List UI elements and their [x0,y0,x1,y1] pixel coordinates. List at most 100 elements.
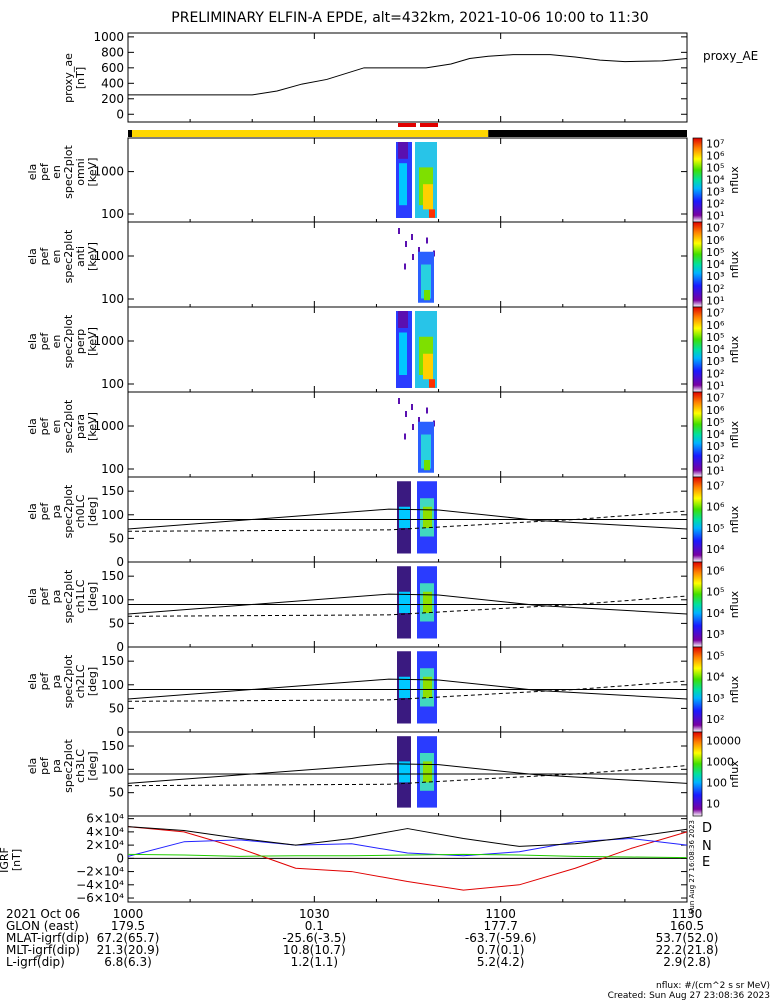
pa_ch0-zlabel: nflux [728,505,741,533]
xaxis-row-label: 2021 Oct 06 [6,907,80,921]
pa_ch3-data [397,736,437,808]
xaxis-row-value: 2.9(2.8) [663,955,711,969]
pa_ch3-ylabel-line: ela [26,758,39,775]
en_omni-tick-label: 100 [101,207,124,221]
en_omni-ylabel-line: [keV] [86,158,99,187]
pa_ch3-tick-label: 100 [101,762,124,776]
pa_ch2-zlabel: nflux [728,675,741,703]
proxy-ae-legend: proxy_AE [703,49,758,63]
pa_ch3-lc-curve [127,763,688,784]
pa_ch1-colorbar-label: 10⁵ [706,586,724,599]
igrf-series-line [127,837,688,857]
pa_ch2-colorbar-label: 10² [706,713,724,726]
igrf-tick-label: −2×10⁴ [76,865,124,879]
en_para-cell [405,411,407,417]
pa_ch2-cell [399,676,410,698]
igrf-series-line [127,826,688,847]
xaxis-row-value: 1.2(1.1) [291,955,339,969]
proxy-ae-tick-label: 1000 [93,30,124,44]
en_anti-cell [424,290,430,301]
en_anti-ylabel-line: pef [38,247,51,266]
xaxis-row-value: 67.2(65.7) [97,931,160,945]
footer-units: nflux: #/(cm^2 s sr MeV) [656,981,770,991]
en_omni-ylabel-line: pef [38,162,51,181]
pa_ch0-colorbar-label: 10⁴ [706,543,725,556]
en_perp-cell [398,311,408,328]
pa_ch3-cell [423,761,432,783]
xaxis-row-label: GLON (east) [6,919,79,933]
en_anti-colorbar [692,221,703,308]
pa_ch1-ylabel-line: pa [50,590,63,604]
en_anti-colorbar-label: 10⁶ [706,234,725,247]
en_para-cell [412,424,414,430]
en_perp-zlabel: nflux [728,335,741,363]
pa_ch0-tick-label: 0 [116,555,124,569]
en_perp-ylabel-line: en [50,335,63,349]
igrf-series-line [127,826,688,891]
en_anti-ylabel-line: spec2plot [62,229,75,283]
en_omni-cell [412,140,415,220]
en_para-zlabel: nflux [728,420,741,448]
en_para-cell [421,434,431,469]
en_para-cell [404,433,406,440]
en_perp-data [396,309,437,390]
en_omni-zlabel: nflux [728,166,741,194]
pa_ch0-data [397,481,437,554]
xaxis-row-value: -25.6(-3.5) [282,931,346,945]
pa_ch1-alc-curve [127,595,688,617]
pa_ch3-ylabel-line: pef [38,756,51,775]
pa_ch1-ylabel-line: ch1LC [74,579,87,613]
en_anti-cell [412,254,414,260]
proxy-ae-tick-label: 0 [116,107,124,121]
pa_ch2-alc-curve [127,680,688,702]
igrf-tick-label: 0 [116,851,124,865]
pa_ch2-colorbar [692,646,703,733]
en_perp-cell [399,332,407,375]
en_omni-cell [429,209,435,218]
en_omni-data [396,140,437,220]
en_perp-colorbar-label: 10³ [706,355,724,368]
xaxis-row-label: L-igrf(dip) [6,955,65,969]
igrf-tick-label: −4×10⁴ [76,878,124,892]
pa_ch0-lc-curve [127,508,688,530]
science-zone-marker [420,123,438,127]
en_perp-colorbar-label: 10⁵ [706,331,724,344]
pa_ch3-cell [399,761,410,783]
pa_ch2-ylabel-line: pa [50,675,63,689]
pa_ch2-ylabel-line: ela [26,673,39,690]
en_perp-cell [429,379,435,388]
pa_ch1-tick-label: 50 [109,616,124,630]
pa_ch0-ylabel-line: pef [38,502,51,521]
pa_ch3-ylabel-line: pa [50,759,63,773]
night-status-bar [488,130,687,137]
en_para-ylabel-line: para [74,414,87,439]
chart-title: PRELIMINARY ELFIN-A EPDE, alt=432km, 202… [171,10,648,26]
igrf-ylabel-line: IGRF [0,847,11,873]
pa_ch3-ylabel: ela pef pa spec2plot ch3LC [deg] [26,739,99,793]
en_anti-colorbar-label: 10⁴ [706,258,725,271]
en_omni-colorbar-label: 10⁴ [706,174,725,187]
igrf-tick-label: 4×10⁴ [86,825,124,839]
en_para-data [398,398,435,473]
pa_ch1-ylabel-line: ela [26,588,39,605]
pa_ch1-tick-label: 0 [116,640,124,654]
en_para-tick-label: 1000 [93,419,124,433]
pa_ch1-ylabel: ela pef pa spec2plot ch1LC [deg] [26,569,99,623]
en_perp-colorbar-label: 10⁷ [706,307,724,320]
proxy-ae-tick-label: 800 [101,45,124,59]
pa_ch1-colorbar-label: 10³ [706,628,724,641]
en_omni-ylabel-line: ela [26,164,39,181]
xaxis-row-value: 0.1 [305,919,324,933]
en_omni-colorbar-label: 10⁵ [706,162,724,175]
en_perp-cell [412,309,415,390]
en_para-ylabel-line: ela [26,418,39,435]
en_para-cell [398,398,400,404]
en_para-colorbar-label: 10¹ [706,465,724,478]
en_anti-colorbar-label: 10⁵ [706,246,724,259]
pa_ch3-colorbar-label: 100 [706,776,727,789]
en_omni-ylabel: ela pef en spec2plot omni [keV] [26,145,99,199]
en_para-ylabel: ela pef en spec2plot para [keV] [26,399,99,453]
en_perp-colorbar-label: 10⁴ [706,343,725,356]
en_anti-cell [398,228,400,234]
